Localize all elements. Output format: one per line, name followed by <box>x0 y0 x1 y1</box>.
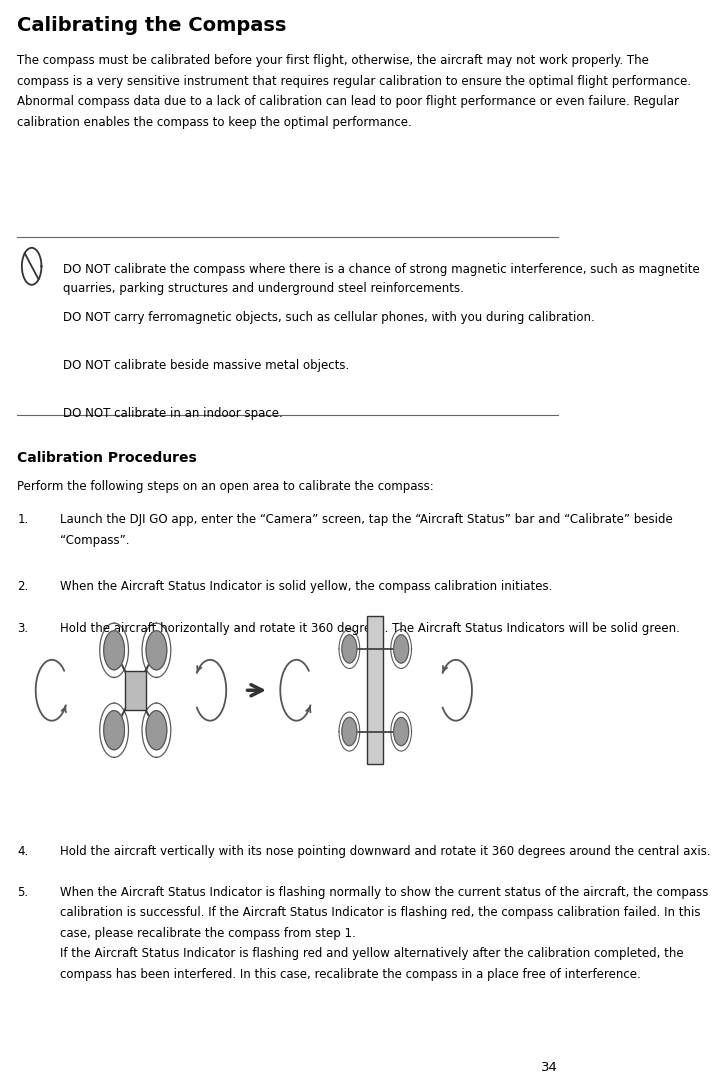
Circle shape <box>342 717 357 746</box>
Text: 2.: 2. <box>17 580 28 594</box>
Circle shape <box>104 630 125 670</box>
Circle shape <box>146 630 167 670</box>
Text: DO NOT carry ferromagnetic objects, such as cellular phones, with you during cal: DO NOT carry ferromagnetic objects, such… <box>63 311 595 324</box>
Text: 5.: 5. <box>17 886 28 899</box>
Text: DO NOT calibrate the compass where there is a chance of strong magnetic interfer: DO NOT calibrate the compass where there… <box>63 263 700 295</box>
Circle shape <box>394 635 408 663</box>
Text: Launch the DJI GO app, enter the “Camera” screen, tap the “Aircraft Status” bar : Launch the DJI GO app, enter the “Camera… <box>60 513 673 547</box>
FancyBboxPatch shape <box>125 671 146 710</box>
Circle shape <box>394 717 408 746</box>
Text: Hold the aircraft horizontally and rotate it 360 degrees. The Aircraft Status In: Hold the aircraft horizontally and rotat… <box>60 622 681 635</box>
Circle shape <box>146 711 167 750</box>
Text: 3.: 3. <box>17 622 28 635</box>
FancyBboxPatch shape <box>367 616 383 764</box>
Text: 1.: 1. <box>17 513 28 526</box>
Text: Calibrating the Compass: Calibrating the Compass <box>17 16 287 35</box>
Text: When the Aircraft Status Indicator is flashing normally to show the current stat: When the Aircraft Status Indicator is fl… <box>60 886 709 980</box>
Text: The compass must be calibrated before your first flight, otherwise, the aircraft: The compass must be calibrated before yo… <box>17 54 691 129</box>
Text: Hold the aircraft vertically with its nose pointing downward and rotate it 360 d: Hold the aircraft vertically with its no… <box>60 845 711 858</box>
Text: When the Aircraft Status Indicator is solid yellow, the compass calibration init: When the Aircraft Status Indicator is so… <box>60 580 553 594</box>
Text: DO NOT calibrate beside massive metal objects.: DO NOT calibrate beside massive metal ob… <box>63 359 350 372</box>
Text: Perform the following steps on an open area to calibrate the compass:: Perform the following steps on an open a… <box>17 480 434 493</box>
Circle shape <box>342 635 357 663</box>
Text: 34: 34 <box>542 1061 558 1074</box>
Text: 4.: 4. <box>17 845 28 858</box>
Circle shape <box>104 711 125 750</box>
Text: Calibration Procedures: Calibration Procedures <box>17 451 197 465</box>
Text: DO NOT calibrate in an indoor space.: DO NOT calibrate in an indoor space. <box>63 407 283 420</box>
